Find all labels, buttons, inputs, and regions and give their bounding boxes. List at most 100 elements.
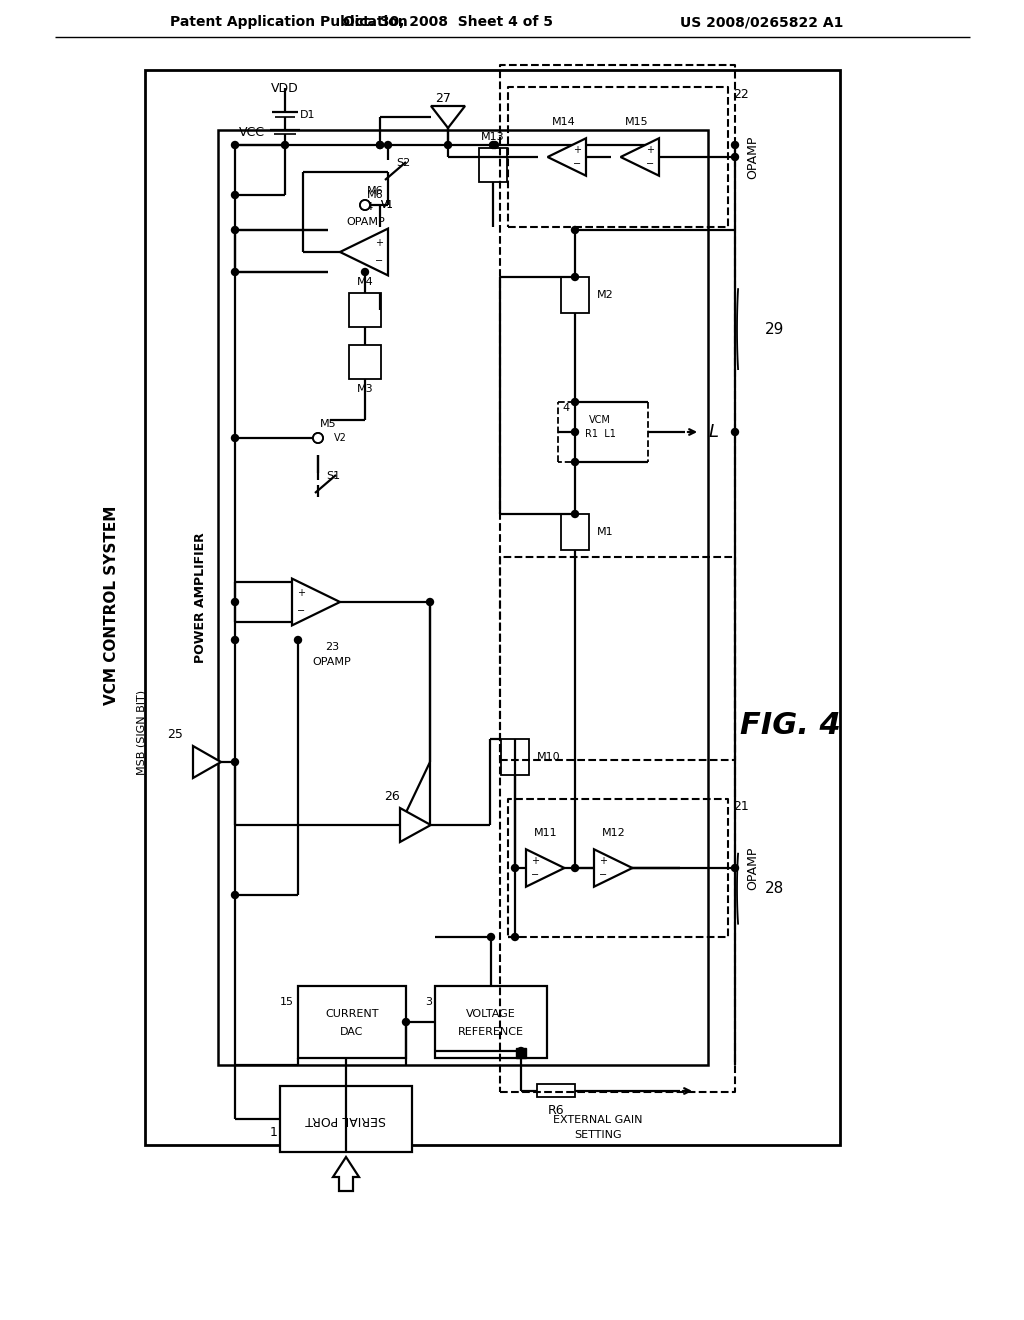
Circle shape (571, 273, 579, 281)
Text: REFERENCE: REFERENCE (458, 1027, 524, 1038)
Text: −: − (297, 606, 305, 616)
Circle shape (313, 433, 323, 444)
Text: −: − (375, 256, 383, 267)
Circle shape (384, 141, 391, 149)
Text: FIG. 4: FIG. 4 (739, 710, 841, 739)
Polygon shape (431, 106, 465, 128)
Circle shape (731, 141, 738, 149)
Text: V1: V1 (381, 201, 393, 210)
Bar (516, 1048, 526, 1059)
Text: M4: M4 (356, 277, 374, 286)
Text: V2: V2 (334, 433, 346, 444)
Text: MSB (SIGN BIT): MSB (SIGN BIT) (136, 689, 146, 775)
Text: +: + (599, 855, 607, 866)
Text: R1  L1: R1 L1 (585, 429, 615, 440)
Text: M2: M2 (597, 290, 613, 300)
Text: L: L (709, 422, 719, 441)
Bar (435, 986, 547, 1059)
Text: M11: M11 (535, 828, 558, 838)
Text: R6: R6 (548, 1104, 564, 1117)
Text: −: − (573, 160, 581, 169)
Bar (218, 129, 708, 1065)
Circle shape (571, 865, 579, 871)
Text: DAC: DAC (340, 1027, 364, 1038)
Text: 28: 28 (765, 882, 784, 896)
Text: 23: 23 (325, 642, 339, 652)
Circle shape (427, 598, 433, 606)
Text: POWER AMPLIFIER: POWER AMPLIFIER (194, 533, 207, 664)
Circle shape (360, 201, 370, 210)
Circle shape (571, 429, 579, 436)
Circle shape (282, 141, 289, 149)
Text: 3: 3 (425, 997, 432, 1007)
Bar (349, 345, 381, 379)
Polygon shape (292, 578, 340, 626)
Text: +: + (531, 855, 539, 866)
Text: 22: 22 (733, 88, 749, 102)
Circle shape (377, 141, 384, 149)
Polygon shape (526, 849, 564, 887)
Polygon shape (548, 139, 586, 176)
Text: M3: M3 (356, 384, 374, 393)
Text: VOLTAGE: VOLTAGE (466, 1008, 516, 1019)
Polygon shape (340, 228, 388, 276)
Text: SERIAL PORT: SERIAL PORT (305, 1113, 386, 1126)
Circle shape (512, 933, 518, 940)
Bar (479, 148, 507, 182)
Polygon shape (193, 746, 221, 777)
Circle shape (361, 268, 369, 276)
Text: M6: M6 (367, 186, 383, 195)
Text: M1: M1 (597, 527, 613, 537)
Text: +: + (646, 145, 654, 154)
Circle shape (313, 433, 323, 444)
Circle shape (489, 141, 497, 149)
Text: VDD: VDD (271, 82, 299, 95)
Text: +: + (573, 145, 581, 154)
Circle shape (731, 153, 738, 161)
Text: 25: 25 (167, 727, 183, 741)
Polygon shape (621, 139, 659, 176)
Text: −: − (646, 160, 654, 169)
Text: −: − (530, 870, 539, 880)
Text: M15: M15 (626, 117, 649, 127)
Circle shape (231, 191, 239, 198)
Text: OPAMP: OPAMP (312, 657, 351, 667)
Text: D1: D1 (300, 110, 315, 120)
Text: 26: 26 (384, 791, 400, 804)
Bar (349, 293, 381, 327)
Text: VCM CONTROL SYSTEM: VCM CONTROL SYSTEM (104, 506, 120, 705)
Circle shape (231, 598, 239, 606)
Text: M5: M5 (319, 418, 336, 429)
Circle shape (492, 141, 499, 149)
Text: 4: 4 (562, 403, 569, 413)
Circle shape (295, 636, 301, 644)
Text: Patent Application Publication: Patent Application Publication (170, 15, 408, 29)
Circle shape (231, 759, 239, 766)
Bar (298, 986, 406, 1059)
Text: −: − (599, 870, 607, 880)
Circle shape (231, 891, 239, 899)
Text: 24: 24 (358, 202, 373, 213)
Text: M14: M14 (552, 117, 575, 127)
Circle shape (517, 1048, 524, 1055)
Text: VCC: VCC (239, 125, 265, 139)
Text: OPAMP: OPAMP (746, 136, 759, 178)
Text: +: + (297, 587, 305, 598)
Circle shape (571, 227, 579, 234)
Text: V1: V1 (381, 201, 393, 210)
Text: 27: 27 (435, 91, 451, 104)
Bar (501, 739, 529, 775)
Circle shape (571, 458, 579, 466)
Polygon shape (400, 808, 431, 842)
Circle shape (231, 434, 239, 441)
Text: OPAMP: OPAMP (347, 216, 385, 227)
Circle shape (731, 865, 738, 871)
Text: M13: M13 (481, 132, 505, 143)
Bar (145, 70, 840, 1144)
Text: OPAMP: OPAMP (746, 846, 759, 890)
Text: SETTING: SETTING (574, 1130, 622, 1140)
Circle shape (402, 1019, 410, 1026)
Text: 29: 29 (765, 322, 784, 337)
Text: 1: 1 (270, 1126, 278, 1138)
Bar (537, 1084, 575, 1097)
